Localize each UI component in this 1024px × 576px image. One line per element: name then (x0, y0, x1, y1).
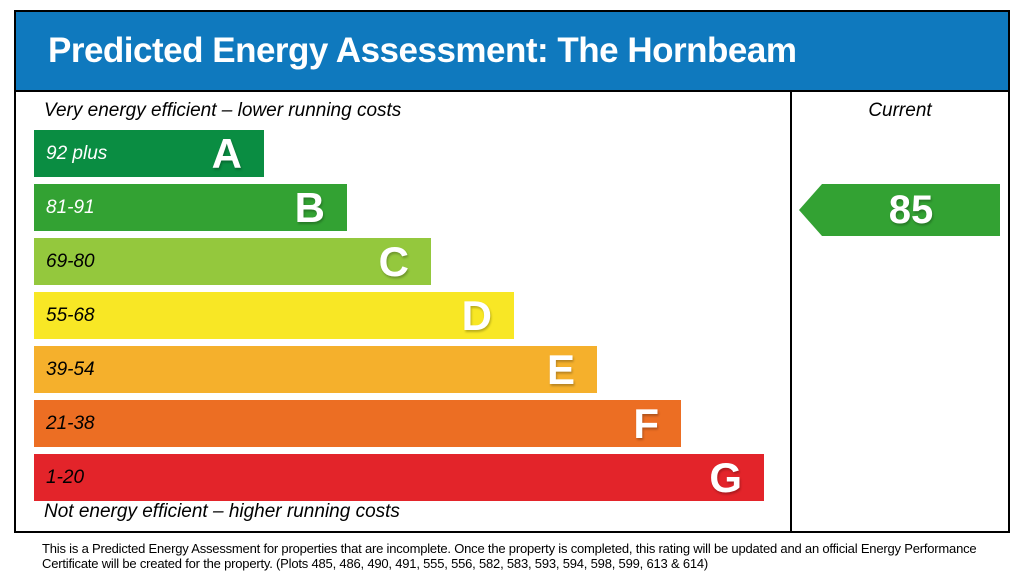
scale-caption-bottom: Not energy efficient – higher running co… (44, 501, 400, 522)
rating-chart: Very energy efficient – lower running co… (16, 92, 1008, 531)
band-letter: F (633, 400, 659, 447)
band-row-a: 92 plus A (34, 130, 790, 177)
rating-bands: 92 plus A 81-91 B 69-80 C 55-68 D 39-54 E 21-38 F 1-… (16, 130, 790, 501)
current-rating-column: Current 85 (790, 92, 1008, 531)
band-range-label: 39-54 (46, 358, 95, 380)
band-range-label: 1-20 (46, 466, 85, 488)
band-row-e: 39-54 E (34, 346, 790, 393)
band-letter: C (378, 238, 409, 285)
epc-certificate: Predicted Energy Assessment: The Hornbea… (14, 10, 1010, 533)
band-bar-c: 69-80 C (34, 238, 431, 285)
current-rating-arrow: 85 (799, 184, 1000, 236)
band-row-f: 21-38 F (34, 400, 790, 447)
band-row-g: 1-20 G (34, 454, 790, 501)
scale-caption-top: Very energy efficient – lower running co… (44, 100, 402, 121)
band-range-label: 55-68 (46, 304, 95, 326)
arrow-tip (799, 184, 822, 236)
band-range-label: 21-38 (46, 412, 95, 434)
header-banner: Predicted Energy Assessment: The Hornbea… (16, 12, 1008, 92)
band-bar-f: 21-38 F (34, 400, 681, 447)
band-bar-d: 55-68 D (34, 292, 514, 339)
band-letter: D (461, 292, 492, 339)
band-bar-e: 39-54 E (34, 346, 597, 393)
band-letter: A (211, 130, 242, 177)
rating-scale-column: Very energy efficient – lower running co… (16, 92, 790, 531)
disclaimer-text: This is a Predicted Energy Assessment fo… (42, 541, 977, 571)
current-column-header: Current (868, 100, 932, 121)
band-row-d: 55-68 D (34, 292, 790, 339)
band-bar-g: 1-20 G (34, 454, 764, 501)
band-letter: E (546, 346, 575, 393)
band-letter: B (294, 184, 325, 231)
band-letter: G (709, 454, 742, 501)
band-range-label: 92 plus (46, 142, 108, 164)
band-row-b: 81-91 B (34, 184, 790, 231)
page-title: Predicted Energy Assessment: The Hornbea… (48, 31, 797, 70)
band-range-label: 69-80 (46, 250, 95, 272)
band-bar-b: 81-91 B (34, 184, 347, 231)
band-row-c: 69-80 C (34, 238, 790, 285)
band-bar-a: 92 plus A (34, 130, 264, 177)
band-range-label: 81-91 (46, 196, 95, 218)
current-rating-value: 85 (822, 184, 1000, 236)
